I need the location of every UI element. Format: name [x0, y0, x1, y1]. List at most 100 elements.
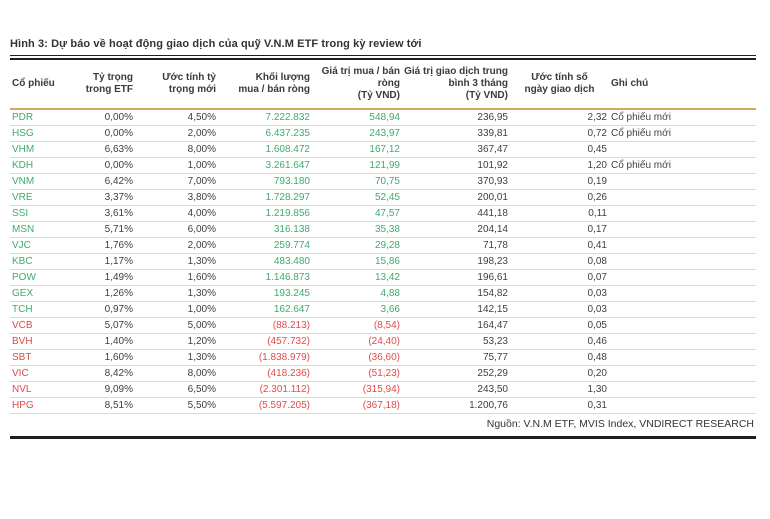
volume-cell: (1.838.979)	[218, 349, 312, 366]
etf-forecast-table: Cổ phiếu Tỷ trọng trong ETF Ước tính tỷ …	[10, 62, 756, 414]
new-weight-cell: 7,00%	[135, 173, 218, 190]
weight-cell: 1,40%	[60, 333, 135, 350]
value-cell: (24,40)	[312, 333, 402, 350]
new-weight-cell: 1,60%	[135, 269, 218, 286]
column-header-volume: Khối lượng mua / bán ròng	[218, 62, 312, 110]
avg-value-cell: 339,81	[402, 125, 510, 142]
avg-value-cell: 370,93	[402, 173, 510, 190]
volume-cell: 1.608.472	[218, 141, 312, 158]
value-cell: (367,18)	[312, 397, 402, 414]
volume-cell: (2.301.112)	[218, 381, 312, 398]
ticker-cell: BVH	[10, 333, 60, 350]
days-cell: 0,20	[510, 365, 609, 382]
weight-cell: 0,00%	[60, 157, 135, 174]
new-weight-cell: 2,00%	[135, 237, 218, 254]
table-row: PDR 0,00% 4,50% 7.222.832 548,94 236,95 …	[10, 108, 756, 126]
value-cell: 70,75	[312, 173, 402, 190]
column-header-new-weight: Ước tính tỷ trọng mới	[135, 62, 218, 110]
volume-cell: 7.222.832	[218, 108, 312, 126]
value-cell: 13,42	[312, 269, 402, 286]
column-header-avg-value: Giá trị giao dịch trung bình 3 tháng (Tỷ…	[402, 62, 510, 110]
days-cell: 1,20	[510, 157, 609, 174]
new-weight-cell: 4,00%	[135, 205, 218, 222]
figure-container: Hình 3: Dự báo về hoạt động giao dịch củ…	[10, 38, 756, 439]
value-cell: 167,12	[312, 141, 402, 158]
note-cell: Cổ phiếu mới	[609, 125, 756, 142]
days-cell: 0,07	[510, 269, 609, 286]
ticker-cell: KDH	[10, 157, 60, 174]
days-cell: 0,48	[510, 349, 609, 366]
table-row: KDH 0,00% 1,00% 3.261.647 121,99 101,92 …	[10, 157, 756, 174]
value-cell: 47,57	[312, 205, 402, 222]
new-weight-cell: 8,00%	[135, 365, 218, 382]
volume-cell: 162.647	[218, 301, 312, 318]
note-cell	[609, 205, 756, 222]
column-header-value: Giá trị mua / bán ròng (Tỷ VND)	[312, 62, 402, 110]
table-row: GEX 1,26% 1,30% 193.245 4,88 154,82 0,03	[10, 285, 756, 302]
new-weight-cell: 1,30%	[135, 349, 218, 366]
table-row: HSG 0,00% 2,00% 6.437.235 243,97 339,81 …	[10, 125, 756, 142]
note-cell	[609, 253, 756, 270]
table-body: PDR 0,00% 4,50% 7.222.832 548,94 236,95 …	[10, 108, 756, 414]
days-cell: 0,41	[510, 237, 609, 254]
ticker-cell: MSN	[10, 221, 60, 238]
table-row: VCB 5,07% 5,00% (88.213) (8,54) 164,47 0…	[10, 317, 756, 334]
value-cell: (315,94)	[312, 381, 402, 398]
table-row: VNM 6,42% 7,00% 793.180 70,75 370,93 0,1…	[10, 173, 756, 190]
avg-value-cell: 154,82	[402, 285, 510, 302]
table-row: NVL 9,09% 6,50% (2.301.112) (315,94) 243…	[10, 381, 756, 398]
days-cell: 0,08	[510, 253, 609, 270]
new-weight-cell: 1,00%	[135, 157, 218, 174]
ticker-cell: VNM	[10, 173, 60, 190]
note-cell: Cổ phiếu mới	[609, 108, 756, 126]
note-cell	[609, 173, 756, 190]
new-weight-cell: 3,80%	[135, 189, 218, 206]
weight-cell: 1,26%	[60, 285, 135, 302]
value-cell: (51,23)	[312, 365, 402, 382]
days-cell: 0,45	[510, 141, 609, 158]
note-cell	[609, 237, 756, 254]
new-weight-cell: 1,30%	[135, 285, 218, 302]
table-row: SSI 3,61% 4,00% 1.219.856 47,57 441,18 0…	[10, 205, 756, 222]
weight-cell: 0,00%	[60, 125, 135, 142]
ticker-cell: HPG	[10, 397, 60, 414]
avg-value-cell: 252,29	[402, 365, 510, 382]
new-weight-cell: 1,30%	[135, 253, 218, 270]
avg-value-cell: 164,47	[402, 317, 510, 334]
table-row: BVH 1,40% 1,20% (457.732) (24,40) 53,23 …	[10, 333, 756, 350]
days-cell: 0,11	[510, 205, 609, 222]
table-row: KBC 1,17% 1,30% 483.480 15,86 198,23 0,0…	[10, 253, 756, 270]
new-weight-cell: 5,00%	[135, 317, 218, 334]
weight-cell: 1,49%	[60, 269, 135, 286]
title-divider	[10, 55, 756, 60]
weight-cell: 8,42%	[60, 365, 135, 382]
volume-cell: (88.213)	[218, 317, 312, 334]
ticker-cell: POW	[10, 269, 60, 286]
table-row: HPG 8,51% 5,50% (5.597.205) (367,18) 1.2…	[10, 397, 756, 414]
days-cell: 0,03	[510, 285, 609, 302]
avg-value-cell: 243,50	[402, 381, 510, 398]
note-cell	[609, 317, 756, 334]
volume-cell: 316.138	[218, 221, 312, 238]
days-cell: 0,31	[510, 397, 609, 414]
volume-cell: 483.480	[218, 253, 312, 270]
table-row: TCH 0,97% 1,00% 162.647 3,66 142,15 0,03	[10, 301, 756, 318]
weight-cell: 0,97%	[60, 301, 135, 318]
table-row: POW 1,49% 1,60% 1.146.873 13,42 196,61 0…	[10, 269, 756, 286]
note-cell	[609, 301, 756, 318]
ticker-cell: SBT	[10, 349, 60, 366]
value-cell: 121,99	[312, 157, 402, 174]
ticker-cell: HSG	[10, 125, 60, 142]
bottom-divider	[10, 435, 756, 439]
new-weight-cell: 2,00%	[135, 125, 218, 142]
ticker-cell: VCB	[10, 317, 60, 334]
avg-value-cell: 367,47	[402, 141, 510, 158]
volume-cell: 193.245	[218, 285, 312, 302]
ticker-cell: PDR	[10, 108, 60, 126]
value-cell: 35,38	[312, 221, 402, 238]
new-weight-cell: 1,00%	[135, 301, 218, 318]
days-cell: 0,72	[510, 125, 609, 142]
days-cell: 0,26	[510, 189, 609, 206]
avg-value-cell: 101,92	[402, 157, 510, 174]
volume-cell: (457.732)	[218, 333, 312, 350]
